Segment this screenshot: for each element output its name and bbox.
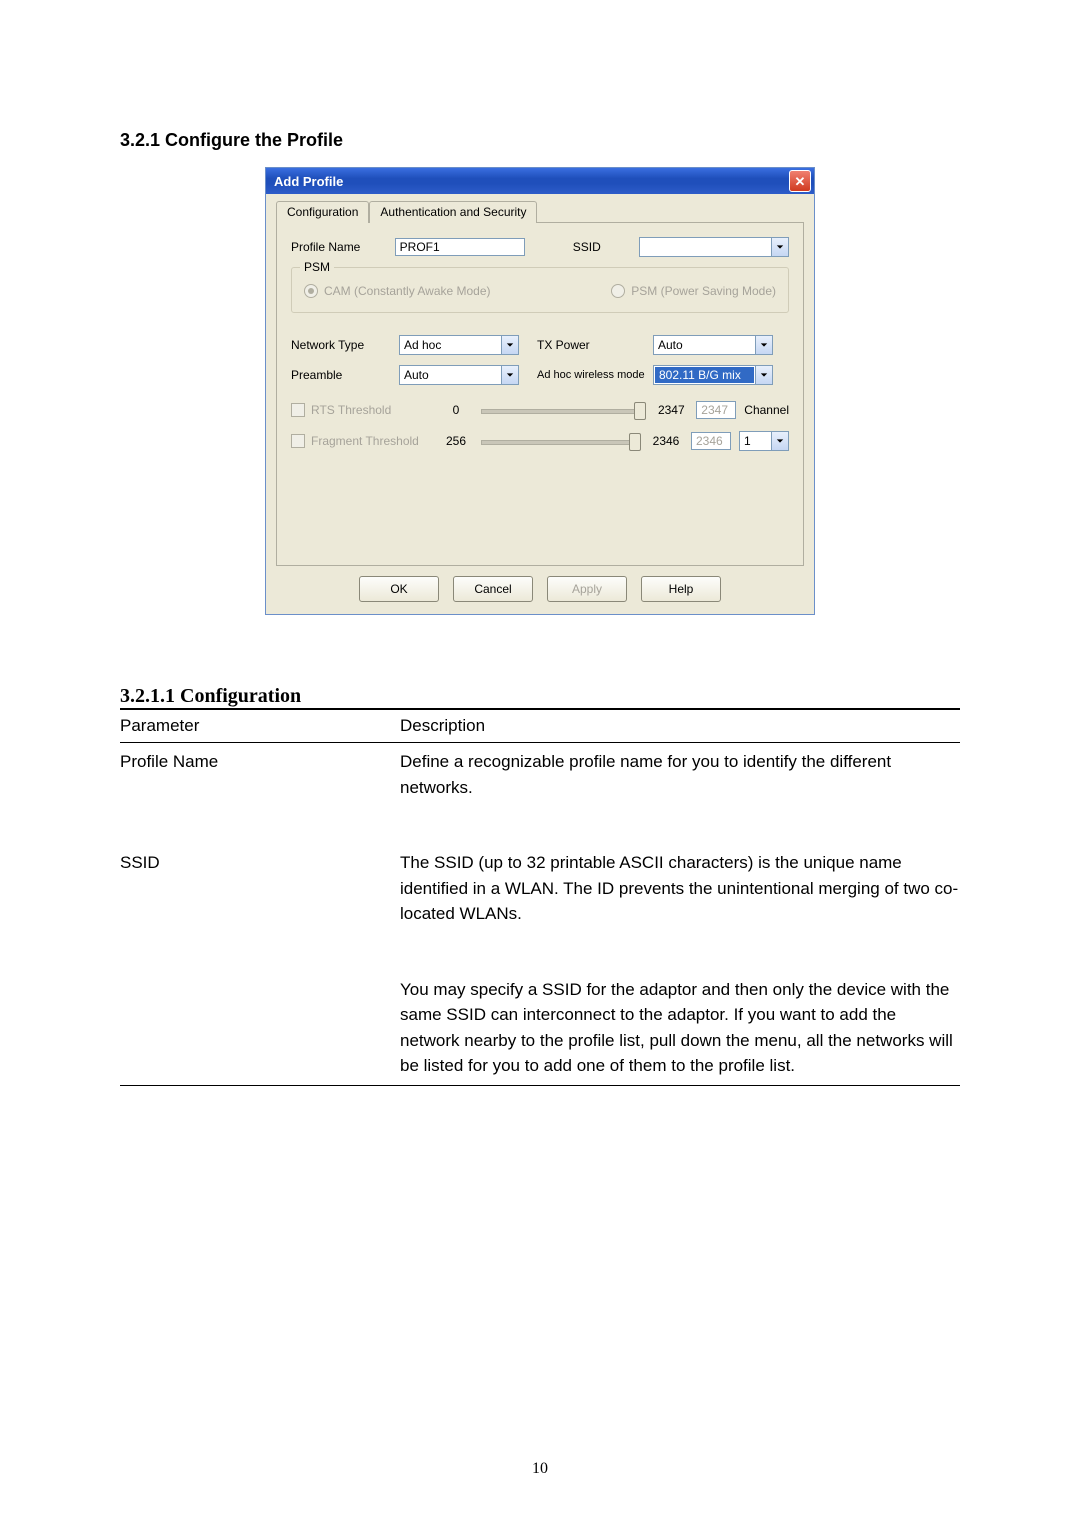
dialog-titlebar: Add Profile ✕ bbox=[266, 168, 814, 194]
table-row: You may specify a SSID for the adaptor a… bbox=[120, 971, 960, 1086]
ok-button[interactable]: OK bbox=[359, 576, 439, 602]
table-row: Profile Name Define a recognizable profi… bbox=[120, 743, 960, 807]
fragment-checkbox[interactable] bbox=[291, 434, 305, 448]
subsection-heading: 3.2.1.1 Configuration bbox=[120, 685, 960, 710]
psm-legend: PSM bbox=[300, 260, 334, 274]
chevron-down-icon[interactable] bbox=[501, 366, 518, 384]
rts-label: RTS Threshold bbox=[311, 403, 391, 417]
chevron-down-icon[interactable] bbox=[755, 336, 772, 354]
channel-value: 1 bbox=[740, 432, 771, 450]
rts-min: 0 bbox=[439, 403, 473, 417]
chevron-down-icon[interactable] bbox=[771, 432, 788, 450]
network-type-value: Ad hoc bbox=[400, 336, 501, 354]
tx-power-combo[interactable]: Auto bbox=[653, 335, 773, 355]
ssid-combo[interactable] bbox=[639, 237, 789, 257]
col-parameter: Parameter bbox=[120, 710, 400, 743]
fragment-max: 2346 bbox=[649, 434, 683, 448]
fragment-threshold-row: Fragment Threshold 256 2346 2346 1 bbox=[291, 431, 789, 451]
network-type-label: Network Type bbox=[291, 338, 391, 352]
param-ssid: SSID bbox=[120, 844, 400, 933]
apply-button[interactable]: Apply bbox=[547, 576, 627, 602]
desc-profile-name: Define a recognizable profile name for y… bbox=[400, 743, 960, 807]
radio-icon bbox=[304, 284, 318, 298]
add-profile-dialog: Add Profile ✕ Configuration Authenticati… bbox=[265, 167, 815, 615]
tx-power-value: Auto bbox=[654, 336, 755, 354]
adhoc-mode-combo[interactable]: 802.11 B/G mix bbox=[653, 365, 773, 385]
ssid-value bbox=[640, 238, 771, 256]
radio-cam[interactable]: CAM (Constantly Awake Mode) bbox=[304, 284, 491, 298]
channel-combo[interactable]: 1 bbox=[739, 431, 789, 451]
rts-threshold-row: RTS Threshold 0 2347 2347 Channel bbox=[291, 401, 789, 419]
fragment-label: Fragment Threshold bbox=[311, 434, 419, 448]
cancel-button[interactable]: Cancel bbox=[453, 576, 533, 602]
tab-auth-security[interactable]: Authentication and Security bbox=[369, 201, 537, 223]
channel-label: Channel bbox=[744, 403, 789, 417]
close-icon[interactable]: ✕ bbox=[789, 170, 811, 192]
table-row: SSID The SSID (up to 32 printable ASCII … bbox=[120, 844, 960, 933]
chevron-down-icon[interactable] bbox=[501, 336, 518, 354]
help-button[interactable]: Help bbox=[641, 576, 721, 602]
preamble-combo[interactable]: Auto bbox=[399, 365, 519, 385]
profile-name-label: Profile Name bbox=[291, 240, 385, 254]
fragment-value[interactable]: 2346 bbox=[691, 432, 731, 450]
fragment-min: 256 bbox=[439, 434, 473, 448]
rts-value[interactable]: 2347 bbox=[696, 401, 736, 419]
tab-pane-configuration: Profile Name SSID PSM bbox=[276, 222, 804, 566]
chevron-down-icon[interactable] bbox=[771, 238, 788, 256]
dialog-title: Add Profile bbox=[274, 174, 789, 189]
radio-icon bbox=[611, 284, 625, 298]
profile-name-input[interactable] bbox=[395, 238, 525, 256]
section-heading: 3.2.1 Configure the Profile bbox=[120, 130, 960, 151]
param-profile-name: Profile Name bbox=[120, 743, 400, 807]
chevron-down-icon[interactable] bbox=[755, 366, 772, 384]
network-type-combo[interactable]: Ad hoc bbox=[399, 335, 519, 355]
radio-cam-label: CAM (Constantly Awake Mode) bbox=[324, 284, 491, 298]
preamble-label: Preamble bbox=[291, 368, 391, 382]
rts-checkbox[interactable] bbox=[291, 403, 305, 417]
col-description: Description bbox=[400, 710, 960, 743]
adhoc-mode-value: 802.11 B/G mix bbox=[655, 367, 754, 383]
adhoc-mode-label: Ad hoc wireless mode bbox=[537, 369, 645, 381]
tx-power-label: TX Power bbox=[537, 338, 645, 352]
radio-psm[interactable]: PSM (Power Saving Mode) bbox=[611, 284, 776, 298]
rts-max: 2347 bbox=[654, 403, 688, 417]
desc-ssid-2: You may specify a SSID for the adaptor a… bbox=[400, 971, 960, 1086]
page-number: 10 bbox=[0, 1460, 1080, 1478]
tab-configuration[interactable]: Configuration bbox=[276, 201, 369, 223]
psm-groupbox: PSM CAM (Constantly Awake Mode) PSM (Pow… bbox=[291, 267, 789, 313]
radio-psm-label: PSM (Power Saving Mode) bbox=[631, 284, 776, 298]
rts-slider[interactable] bbox=[481, 403, 646, 417]
dialog-button-bar: OK Cancel Apply Help bbox=[276, 566, 804, 602]
ssid-label: SSID bbox=[573, 240, 629, 254]
preamble-value: Auto bbox=[400, 366, 501, 384]
desc-ssid-1: The SSID (up to 32 printable ASCII chara… bbox=[400, 844, 960, 933]
tab-strip: Configuration Authentication and Securit… bbox=[276, 200, 804, 222]
fragment-slider[interactable] bbox=[481, 434, 641, 448]
parameter-table: Parameter Description Profile Name Defin… bbox=[120, 710, 960, 1086]
